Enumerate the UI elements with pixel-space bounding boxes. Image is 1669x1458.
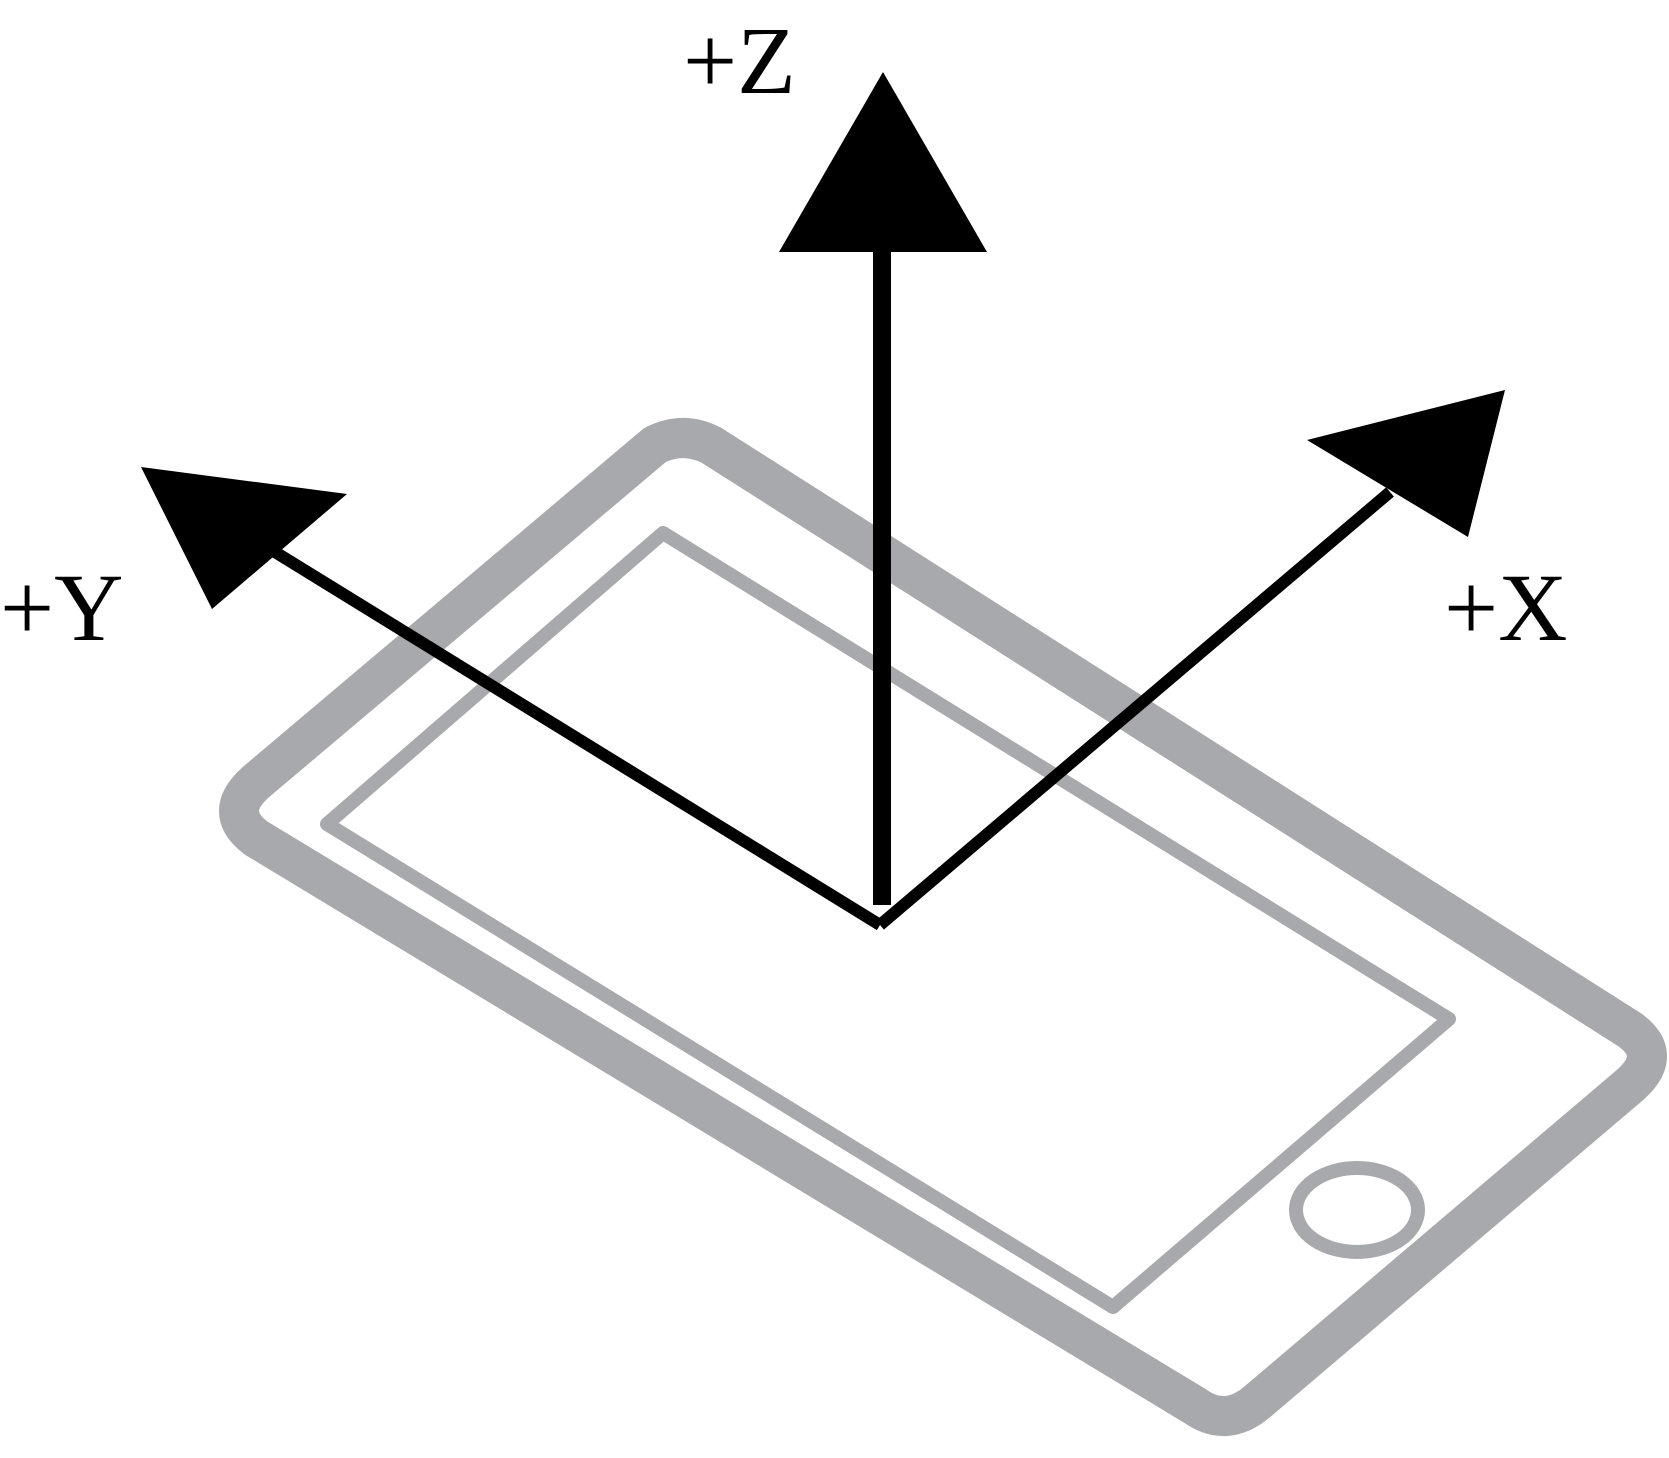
phone-screen-outline	[320, 526, 1456, 1314]
y-axis-label: +Y	[0, 554, 123, 661]
x-axis-label: +X	[1444, 554, 1567, 661]
x-axis-line	[876, 487, 1394, 930]
z-axis-label: +Z	[683, 7, 796, 114]
home-button-icon	[1289, 1161, 1425, 1259]
z-axis-arrowhead	[779, 72, 987, 252]
axes-group	[141, 72, 1505, 931]
phone-body-outline	[219, 418, 1667, 1437]
x-axis-arrowhead	[1307, 390, 1505, 537]
y-axis-line	[271, 546, 884, 931]
smartphone-outline-icon	[219, 418, 1667, 1437]
y-axis-arrowhead	[141, 467, 347, 609]
